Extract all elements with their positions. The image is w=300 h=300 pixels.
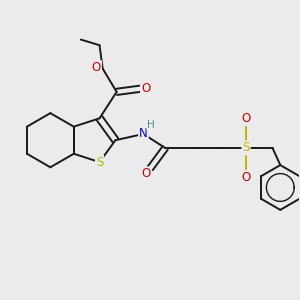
Text: S: S <box>242 142 250 154</box>
Text: O: O <box>242 112 251 125</box>
Text: O: O <box>141 82 150 95</box>
Text: H: H <box>147 120 155 130</box>
Text: N: N <box>139 128 148 140</box>
Text: S: S <box>96 156 103 169</box>
Text: O: O <box>242 171 251 184</box>
Text: O: O <box>141 167 150 180</box>
Text: O: O <box>92 61 101 74</box>
